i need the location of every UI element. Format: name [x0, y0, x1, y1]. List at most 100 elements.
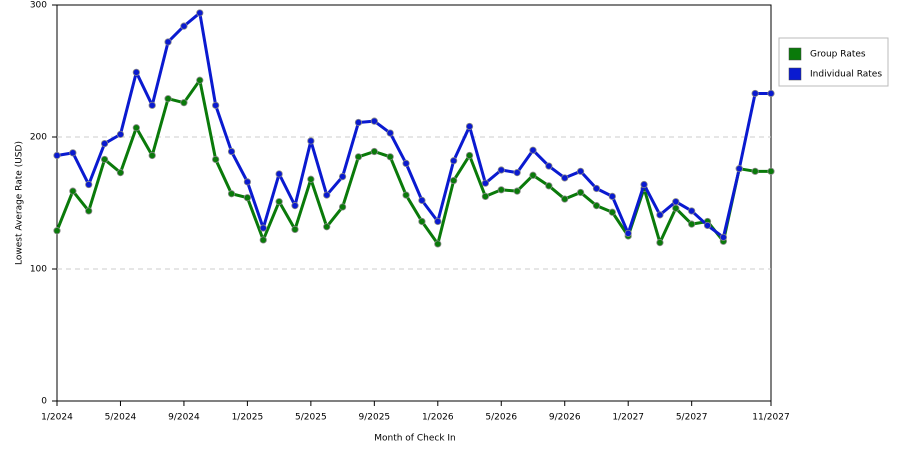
data-point — [450, 176, 458, 185]
data-point — [592, 202, 601, 210]
data-point — [116, 130, 125, 138]
x-tick-label: 1/2026 — [422, 413, 454, 423]
series-line — [55, 78, 771, 246]
data-point — [386, 153, 394, 161]
data-point — [592, 184, 601, 193]
data-point — [148, 101, 156, 109]
data-point — [227, 147, 236, 156]
data-point — [69, 149, 77, 157]
data-point — [132, 68, 140, 76]
data-point — [354, 153, 363, 161]
data-point — [418, 217, 426, 226]
data-point — [101, 140, 109, 148]
data-point — [132, 124, 140, 132]
data-point — [53, 151, 61, 160]
data-point — [656, 211, 664, 219]
x-tick-label: 11/2027 — [752, 413, 789, 423]
data-point — [196, 76, 204, 84]
data-point — [164, 95, 172, 103]
data-point — [767, 167, 775, 175]
data-point — [69, 187, 77, 195]
data-point — [370, 147, 378, 156]
data-point — [529, 171, 537, 179]
data-point — [434, 217, 442, 226]
y-tick-label: 200 — [30, 133, 47, 143]
data-point — [275, 198, 283, 206]
data-point — [418, 196, 426, 204]
legend-label: Individual Rates — [810, 70, 882, 80]
x-tick-label: 5/2027 — [676, 413, 708, 423]
x-tick-label: 9/2025 — [358, 413, 390, 423]
data-point — [576, 167, 585, 175]
series-line — [56, 11, 771, 239]
data-point — [497, 166, 505, 174]
data-point — [180, 99, 188, 107]
data-point — [338, 203, 347, 211]
data-point — [767, 89, 775, 98]
data-point — [164, 38, 172, 46]
data-point — [402, 191, 410, 199]
data-point — [85, 180, 93, 189]
data-point — [561, 195, 569, 203]
data-point — [386, 129, 394, 137]
x-tick-label: 5/2024 — [105, 413, 137, 423]
data-point — [323, 191, 331, 199]
data-point — [116, 169, 125, 177]
data-point — [148, 151, 156, 160]
data-point — [545, 162, 553, 170]
data-point — [513, 187, 521, 195]
y-tick-label: 0 — [41, 397, 47, 407]
data-point — [608, 208, 616, 216]
plot-frame — [56, 4, 772, 402]
y-tick-label: 100 — [30, 265, 47, 275]
y-axis-label: Lowest Average Rate (USD) — [15, 141, 25, 265]
data-point — [640, 180, 648, 189]
data-point — [101, 155, 109, 164]
data-point — [465, 151, 474, 160]
data-point — [243, 194, 251, 202]
data-point — [624, 229, 632, 237]
data-point — [85, 207, 93, 215]
x-axis-label: Month of Check In — [374, 434, 456, 444]
legend-label: Group Rates — [810, 50, 866, 60]
data-point — [497, 186, 505, 194]
data-point — [227, 190, 236, 198]
data-point — [338, 173, 347, 181]
x-tick-label: 9/2024 — [168, 413, 200, 423]
x-tick-label: 5/2026 — [485, 413, 517, 423]
data-point — [53, 227, 61, 235]
data-point — [259, 236, 267, 244]
data-point — [354, 118, 363, 127]
data-point — [370, 117, 378, 125]
x-tick-label: 1/2024 — [41, 413, 73, 423]
data-point — [196, 9, 204, 17]
data-point — [576, 188, 585, 197]
data-point — [688, 220, 696, 228]
data-point — [561, 174, 569, 182]
data-point — [180, 22, 188, 30]
data-point — [450, 157, 458, 165]
legend-swatch — [788, 67, 802, 81]
data-point — [672, 204, 680, 212]
data-point — [307, 175, 315, 183]
x-tick-label: 1/2025 — [232, 413, 264, 423]
data-point — [672, 198, 680, 206]
y-tick-label: 300 — [30, 1, 47, 11]
data-point — [608, 192, 616, 200]
data-point — [212, 155, 220, 164]
data-point — [259, 224, 267, 232]
data-point — [307, 137, 315, 145]
data-point — [751, 167, 759, 175]
data-point — [465, 122, 474, 131]
data-point — [243, 178, 251, 186]
data-point — [719, 233, 728, 241]
data-point — [545, 182, 553, 190]
x-tick-label: 1/2027 — [612, 413, 644, 423]
data-point — [656, 239, 664, 247]
legend-swatch — [788, 47, 802, 61]
data-point — [481, 179, 489, 187]
x-tick-label: 9/2026 — [549, 413, 581, 423]
data-point — [212, 101, 220, 109]
data-point — [703, 221, 712, 230]
